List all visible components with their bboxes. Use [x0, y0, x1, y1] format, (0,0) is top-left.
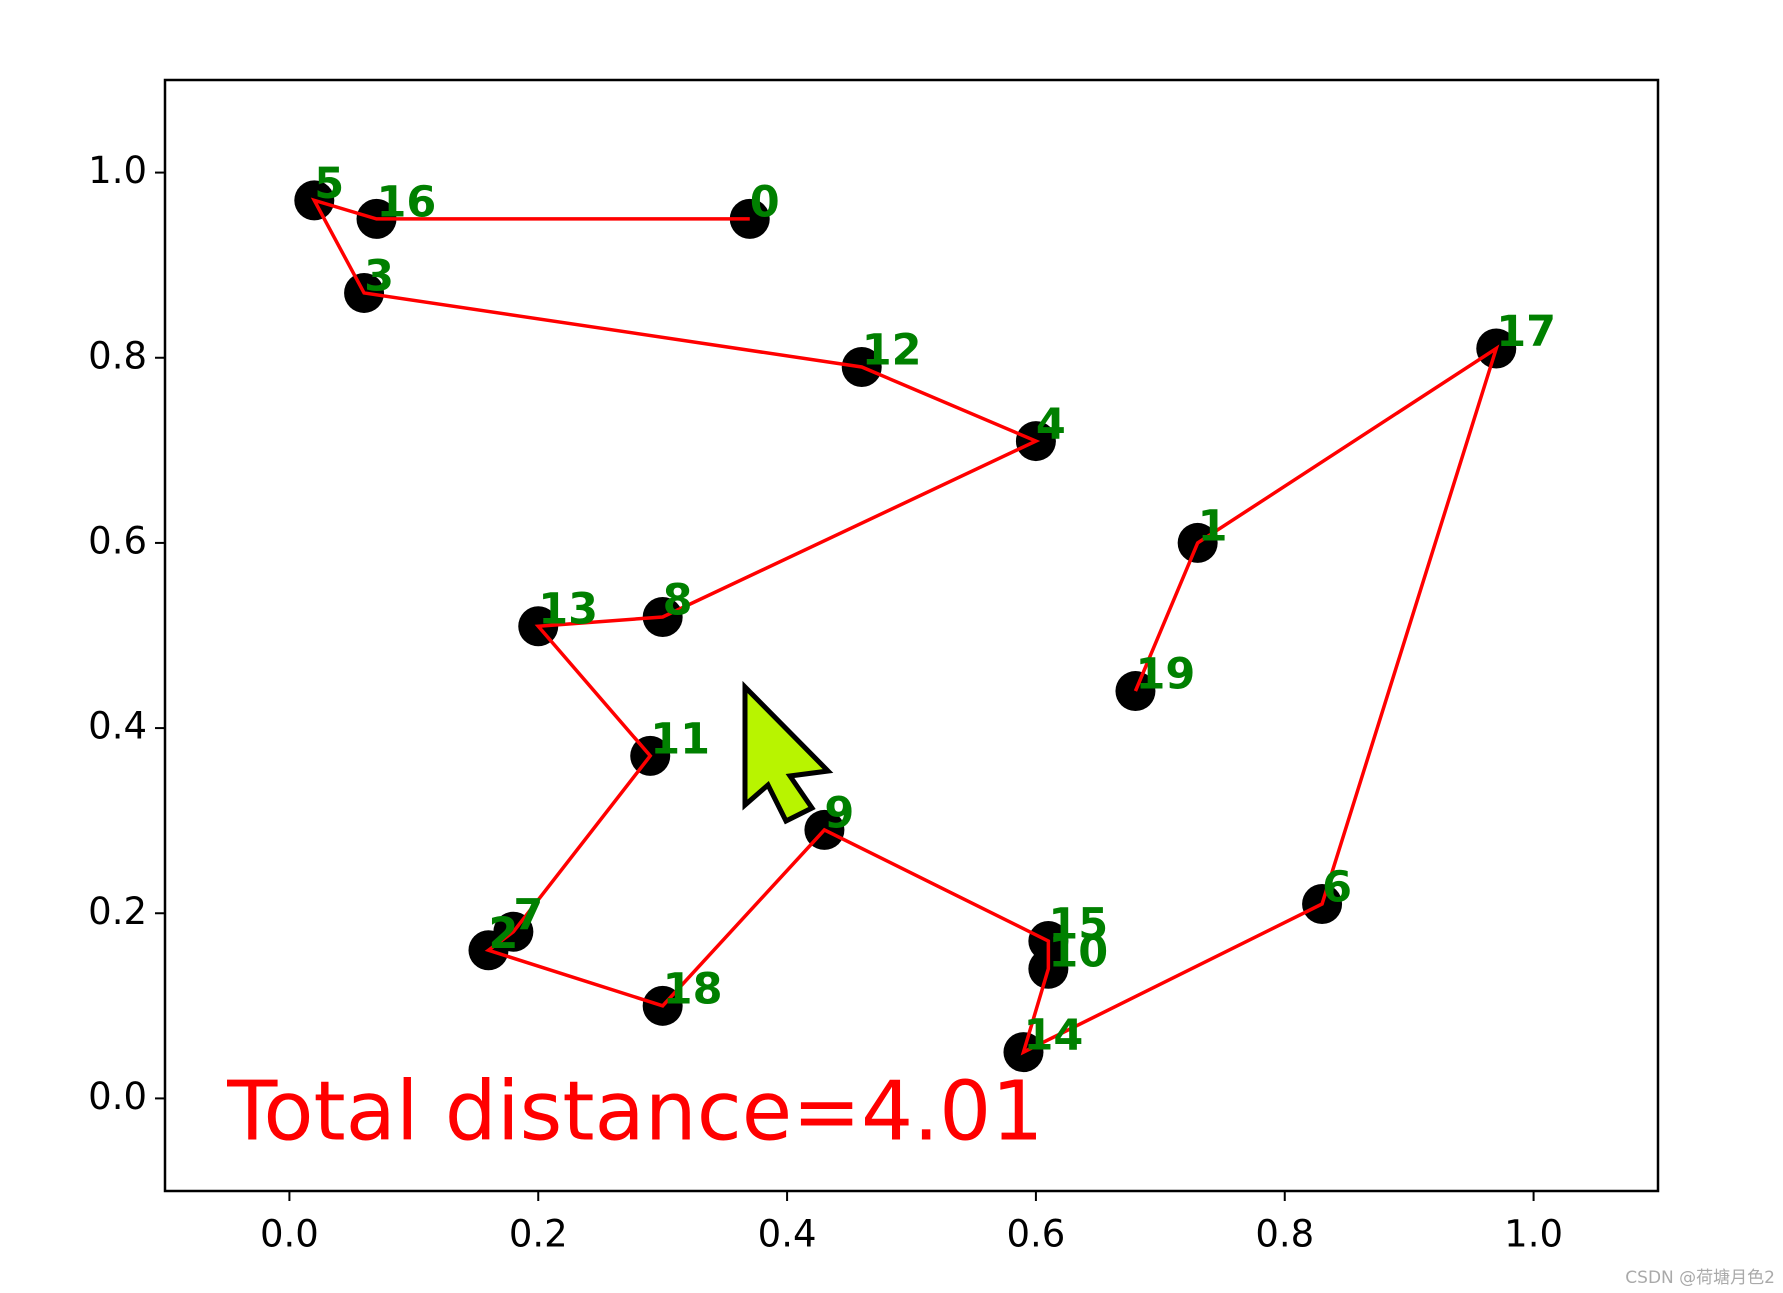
- y-tick-label: 0.8: [88, 334, 147, 377]
- city-label: 9: [824, 788, 854, 838]
- city-label: 1: [1198, 501, 1228, 551]
- city-label: 6: [1322, 862, 1352, 912]
- x-tick-label: 0.4: [758, 1213, 817, 1256]
- city-label: 0: [750, 177, 780, 227]
- city-label: 12: [862, 326, 922, 376]
- city-label: 18: [663, 964, 723, 1014]
- y-tick-label: 1.0: [88, 149, 147, 192]
- city-label: 14: [1023, 1011, 1083, 1061]
- x-tick-label: 0.6: [1006, 1213, 1065, 1256]
- city-label: 11: [650, 714, 710, 764]
- city-label: 17: [1496, 307, 1556, 357]
- city-label: 8: [663, 575, 693, 625]
- x-tick-label: 0.2: [509, 1213, 568, 1256]
- cursor-icon: [742, 680, 834, 825]
- watermark: CSDN @荷塘月色2: [1625, 1268, 1775, 1288]
- city-label: 5: [314, 159, 344, 209]
- city-label: 15: [1048, 900, 1108, 950]
- x-tick-label: 1.0: [1504, 1213, 1563, 1256]
- axes-frame: [163, 78, 1660, 1193]
- y-tick-label: 0.0: [88, 1075, 147, 1118]
- city-label: 2: [488, 909, 518, 959]
- city-label: 16: [377, 177, 437, 227]
- city-label: 3: [364, 251, 394, 301]
- city-label: 13: [538, 585, 598, 635]
- city-label: 4: [1036, 400, 1066, 450]
- city-label: 19: [1135, 650, 1195, 700]
- y-tick-label: 0.4: [88, 705, 147, 748]
- route-line: [310, 197, 1500, 1056]
- x-tick-label: 0.8: [1255, 1213, 1314, 1256]
- annotation: Total distance=4.01: [226, 1064, 1043, 1159]
- y-tick-label: 0.6: [88, 519, 147, 562]
- city-label: 10: [1048, 927, 1108, 977]
- x-tick-label: 0.0: [260, 1213, 319, 1256]
- y-tick-label: 0.2: [88, 890, 147, 933]
- city-label: 7: [513, 890, 543, 940]
